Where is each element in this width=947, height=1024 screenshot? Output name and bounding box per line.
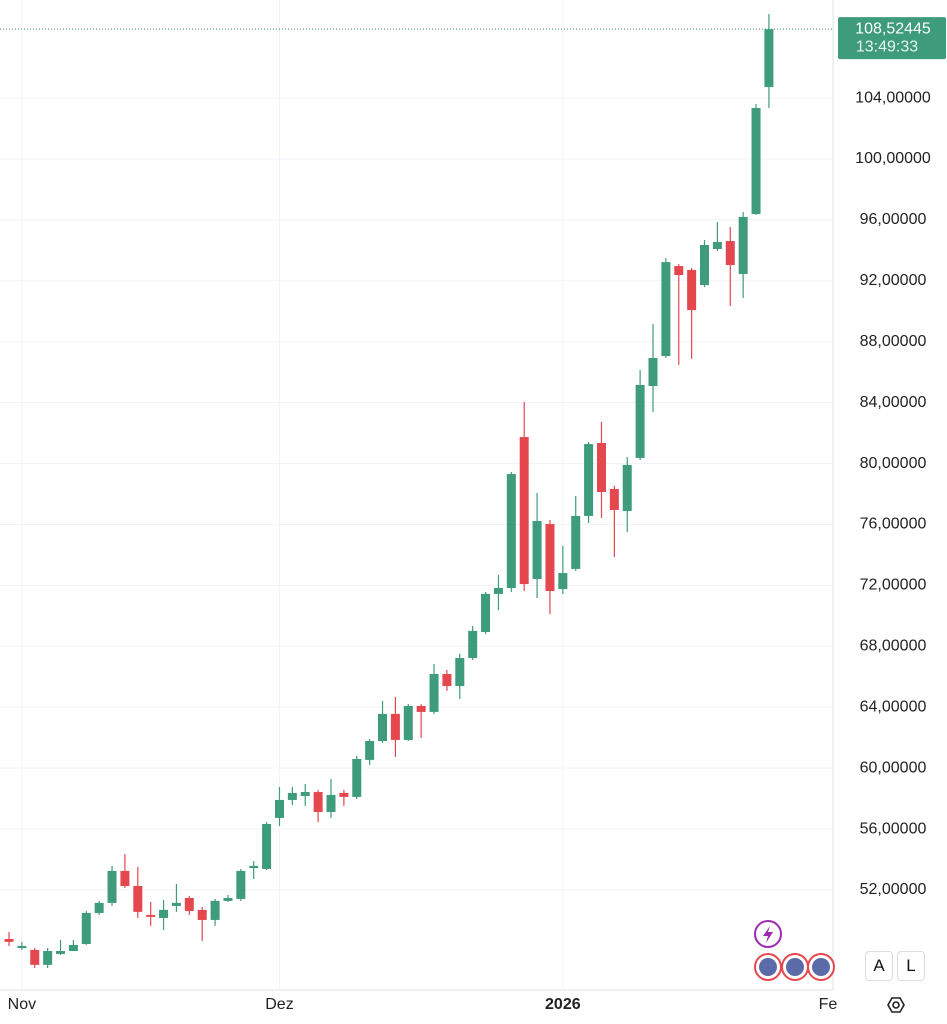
candle-body (545, 524, 555, 592)
candle-body (596, 442, 606, 493)
candle-body (506, 474, 516, 588)
candle-body (4, 938, 14, 942)
candle-body (493, 587, 503, 594)
candle-body (558, 573, 568, 590)
axes: 52,00000 56,00000 60,00000 64,00000 68,00000… (8, 89, 931, 1013)
candle-body (429, 674, 439, 712)
candle-body (159, 909, 169, 918)
candle-body (700, 245, 710, 286)
y-tick-label: 96,00000 (860, 211, 927, 228)
y-tick-label: 92,00000 (860, 272, 927, 289)
candle-body (300, 792, 310, 796)
y-tick-label: 104,00000 (855, 89, 931, 106)
candle-body (326, 794, 336, 812)
y-tick-label: 72,00000 (860, 577, 927, 594)
candle-body (687, 270, 697, 311)
last-price-time: 13:49:33 (856, 38, 918, 55)
candle-body (403, 705, 413, 740)
x-tick-label: Nov (8, 996, 36, 1013)
candle-body (725, 241, 735, 265)
candle-body (519, 437, 529, 585)
last-price-label: 108,52445 (855, 20, 931, 37)
candle-body (287, 792, 297, 800)
candle-body (30, 949, 40, 965)
candle-body (249, 865, 259, 869)
log-scale-button[interactable]: L (897, 951, 925, 981)
candle-body (661, 262, 671, 357)
x-tick-label: Fe (819, 996, 838, 1013)
candle-body (378, 713, 388, 742)
settings-icon[interactable] (887, 997, 905, 1013)
candle-body (81, 912, 91, 945)
candle-body (416, 705, 426, 712)
candle-body (107, 870, 117, 903)
auto-scale-button[interactable]: A (865, 951, 893, 981)
candle-body (532, 520, 542, 579)
candle-body (17, 945, 27, 948)
candle-body (43, 951, 53, 965)
candle-body (197, 909, 207, 920)
candle-body (648, 358, 658, 387)
candle-body (365, 741, 375, 760)
event-icon-glyph (763, 926, 773, 943)
candle-body (571, 515, 581, 569)
candle-body (352, 758, 362, 797)
y-tick-label: 52,00000 (860, 881, 927, 898)
y-tick-label: 100,00000 (855, 150, 931, 167)
y-tick-label: 64,00000 (860, 698, 927, 715)
y-tick-label: 68,00000 (860, 638, 927, 655)
grid (0, 0, 833, 990)
candle-body (751, 107, 761, 214)
candle-body (146, 914, 156, 917)
candle-body (210, 900, 220, 920)
flag-icons[interactable] (754, 953, 835, 981)
candle-body (56, 951, 66, 954)
candle-body (481, 593, 491, 632)
x-tick-label: Dez (265, 996, 293, 1013)
candle-body (442, 674, 452, 687)
y-tick-label: 56,00000 (860, 820, 927, 837)
candle-body (622, 464, 632, 512)
candle-body (274, 799, 284, 818)
candle-body (120, 870, 130, 886)
y-tick-label: 80,00000 (860, 455, 927, 472)
y-tick-label: 88,00000 (860, 333, 927, 350)
candle-body (712, 241, 722, 249)
candle-body (764, 29, 774, 87)
candle-body (68, 944, 78, 952)
candle-body (236, 870, 246, 899)
last-price-box (838, 17, 946, 60)
candle-body (635, 384, 645, 458)
candle-body (609, 488, 619, 510)
candle-body (184, 898, 194, 911)
y-tick-label: 76,00000 (860, 516, 927, 533)
y-tick-label: 60,00000 (860, 759, 927, 776)
candle-body (171, 902, 181, 906)
candle-body (223, 898, 233, 901)
candle-body (339, 792, 349, 797)
candle-body (94, 902, 104, 913)
x-tick-label: 2026 (545, 996, 581, 1013)
candle-body (584, 444, 594, 516)
candle-body (390, 713, 400, 740)
y-tick-label: 84,00000 (860, 394, 927, 411)
candle-body (133, 885, 143, 912)
candle-body (262, 824, 272, 869)
candle-body (738, 217, 748, 274)
candle-body (313, 792, 323, 812)
plot-area (0, 14, 833, 968)
candle-body (468, 630, 478, 659)
candle-body (455, 658, 465, 687)
candle-body (674, 266, 684, 276)
